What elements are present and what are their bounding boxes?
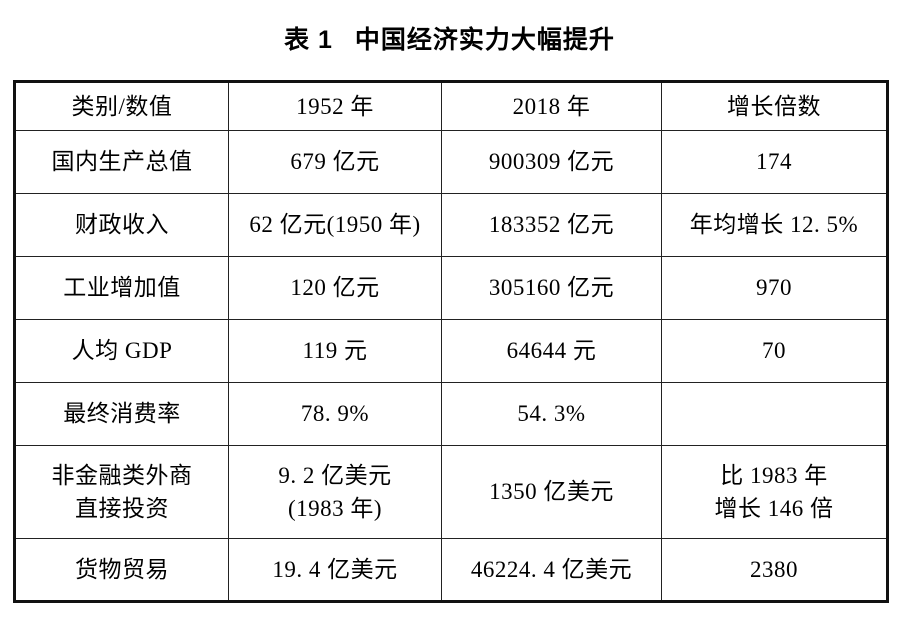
cell-growth: 年均增长 12. 5% bbox=[661, 193, 888, 257]
cell-category: 非金融类外商 直接投资 bbox=[14, 445, 229, 539]
table-row: 人均 GDP 119 元 64644 元 70 bbox=[14, 319, 888, 383]
table-row: 货物贸易 19. 4 亿美元 46224. 4 亿美元 2380 bbox=[14, 538, 888, 602]
cell-growth: 70 bbox=[661, 319, 888, 383]
table-header-row: 类别/数值 1952 年 2018 年 增长倍数 bbox=[14, 81, 888, 131]
header-1952: 1952 年 bbox=[228, 81, 442, 131]
cell-category: 国内生产总值 bbox=[14, 130, 229, 194]
cell-2018: 54. 3% bbox=[441, 382, 662, 446]
cell-category: 最终消费率 bbox=[14, 382, 229, 446]
table-row: 最终消费率 78. 9% 54. 3% bbox=[14, 382, 888, 446]
cell-growth: 174 bbox=[661, 130, 888, 194]
cell-category: 人均 GDP bbox=[14, 319, 229, 383]
cell-growth: 970 bbox=[661, 256, 888, 320]
header-category: 类别/数值 bbox=[14, 81, 229, 131]
cell-2018: 305160 亿元 bbox=[441, 256, 662, 320]
cell-growth: 比 1983 年 增长 146 倍 bbox=[661, 445, 888, 539]
table-row: 国内生产总值 679 亿元 900309 亿元 174 bbox=[14, 130, 888, 194]
cell-1952: 78. 9% bbox=[228, 382, 442, 446]
cell-growth bbox=[661, 382, 888, 446]
cell-category: 货物贸易 bbox=[14, 538, 229, 602]
cell-2018: 1350 亿美元 bbox=[441, 445, 662, 539]
table-row: 非金融类外商 直接投资 9. 2 亿美元 (1983 年) 1350 亿美元 比… bbox=[14, 445, 888, 539]
header-growth-multiple: 增长倍数 bbox=[661, 81, 888, 131]
cell-category: 工业增加值 bbox=[14, 256, 229, 320]
cell-2018: 46224. 4 亿美元 bbox=[441, 538, 662, 602]
cell-1952: 19. 4 亿美元 bbox=[228, 538, 442, 602]
cell-category: 财政收入 bbox=[14, 193, 229, 257]
cell-2018: 183352 亿元 bbox=[441, 193, 662, 257]
cell-growth: 2380 bbox=[661, 538, 888, 602]
table-title-text: 中国经济实力大幅提升 bbox=[354, 26, 615, 54]
cell-1952: 679 亿元 bbox=[228, 130, 442, 194]
table-title: 表 1 中国经济实力大幅提升 bbox=[0, 20, 899, 56]
header-2018: 2018 年 bbox=[441, 81, 662, 131]
table-row: 财政收入 62 亿元(1950 年) 183352 亿元 年均增长 12. 5% bbox=[14, 193, 888, 257]
cell-1952: 9. 2 亿美元 (1983 年) bbox=[228, 445, 442, 539]
cell-2018: 900309 亿元 bbox=[441, 130, 662, 194]
table-number-label: 表 1 bbox=[284, 26, 333, 54]
table-row: 工业增加值 120 亿元 305160 亿元 970 bbox=[14, 256, 888, 320]
economy-table: 类别/数值 1952 年 2018 年 增长倍数 国内生产总值 679 亿元 9… bbox=[13, 80, 889, 603]
cell-1952: 62 亿元(1950 年) bbox=[228, 193, 442, 257]
cell-1952: 120 亿元 bbox=[228, 256, 442, 320]
cell-1952: 119 元 bbox=[228, 319, 442, 383]
cell-2018: 64644 元 bbox=[441, 319, 662, 383]
